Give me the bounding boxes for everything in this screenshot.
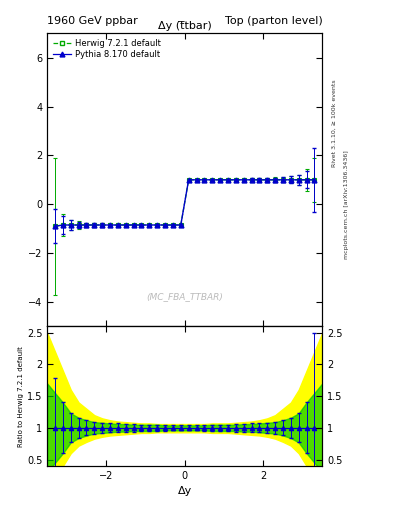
- Text: Rivet 3.1.10, ≥ 100k events: Rivet 3.1.10, ≥ 100k events: [332, 79, 337, 167]
- Text: (MC_FBA_TTBAR): (MC_FBA_TTBAR): [146, 292, 223, 302]
- Text: 1960 GeV ppbar: 1960 GeV ppbar: [47, 16, 138, 27]
- Legend: Herwig 7.2.1 default, Pythia 8.170 default: Herwig 7.2.1 default, Pythia 8.170 defau…: [50, 36, 165, 62]
- Title: Δy (t̅tbar): Δy (t̅tbar): [158, 21, 211, 31]
- X-axis label: Δy: Δy: [178, 486, 192, 496]
- Text: mcplots.cern.ch [arXiv:1306.3436]: mcplots.cern.ch [arXiv:1306.3436]: [344, 151, 349, 259]
- Y-axis label: Ratio to Herwig 7.2.1 default: Ratio to Herwig 7.2.1 default: [18, 346, 24, 446]
- Text: Top (parton level): Top (parton level): [224, 16, 322, 27]
